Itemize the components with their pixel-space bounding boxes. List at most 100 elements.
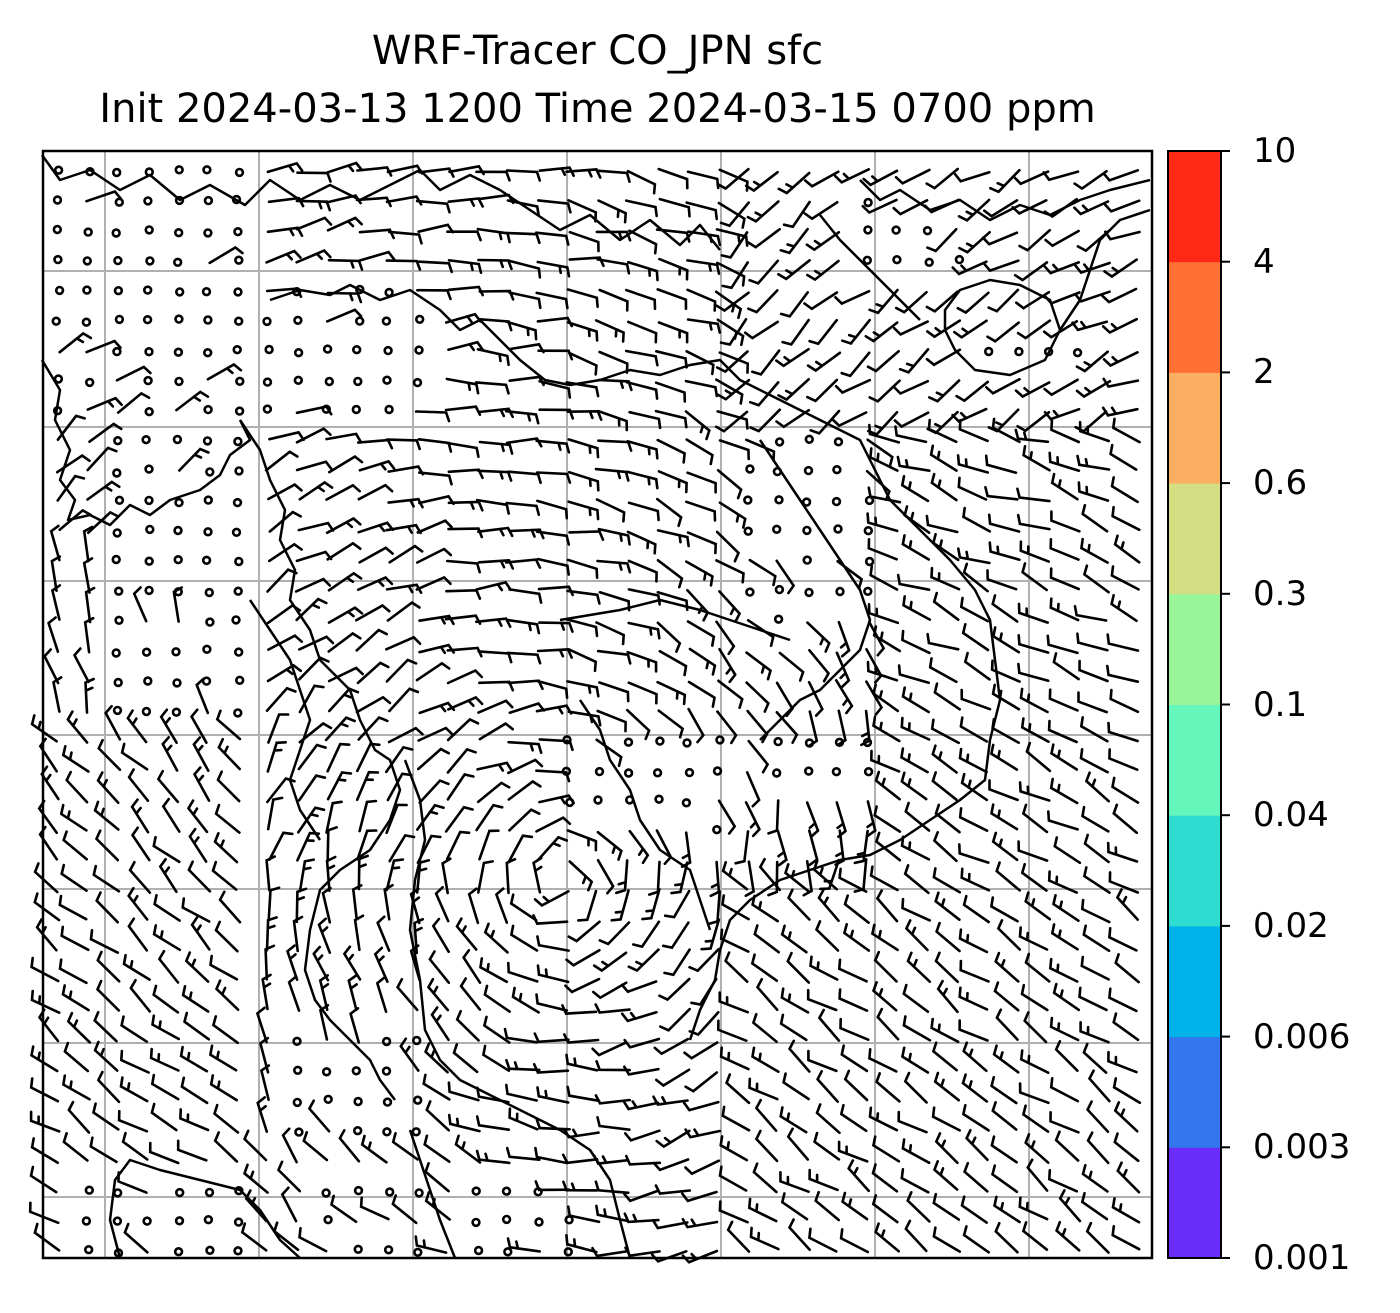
- wind-barb: [446, 669, 484, 685]
- wind-barb: [176, 1139, 208, 1162]
- coastline-segment: [688, 858, 841, 1041]
- wind-barb: [385, 259, 422, 271]
- wind-barb: [1016, 487, 1051, 503]
- map-title: WRF-Tracer CO_JPN sfc: [371, 28, 824, 74]
- calm-marker: [173, 554, 183, 565]
- wind-barb: [1049, 1016, 1080, 1042]
- wind-barb: [627, 681, 658, 705]
- wind-barb: [349, 1007, 361, 1044]
- wind-barb: [307, 1099, 331, 1133]
- wind-barb: [625, 708, 651, 741]
- wind-barb: [86, 510, 120, 535]
- wind-barb: [778, 651, 805, 682]
- calm-marker: [802, 555, 812, 565]
- wind-barb: [935, 921, 961, 953]
- wind-barb: [58, 894, 88, 921]
- wind-barb: [680, 831, 692, 868]
- wind-barb: [1026, 1158, 1049, 1192]
- wind-barb: [56, 414, 86, 441]
- wind-barb: [206, 362, 243, 381]
- calm-marker: [234, 647, 244, 657]
- calm-marker: [293, 375, 303, 385]
- wind-barb: [511, 986, 540, 1014]
- calm-marker: [82, 256, 93, 266]
- wind-barb: [622, 1100, 660, 1111]
- calm-marker: [145, 524, 155, 535]
- wind-barb: [67, 1100, 91, 1134]
- calm-marker: [85, 167, 95, 177]
- wind-barb: [483, 922, 509, 954]
- wind-barb: [481, 1044, 511, 1072]
- wind-barb: [993, 1195, 1021, 1224]
- colorbar-tick-label: 10: [1253, 131, 1297, 171]
- wind-barb: [1071, 320, 1109, 332]
- wind-barb: [623, 1065, 660, 1076]
- wind-barb: [923, 198, 961, 214]
- wind-barb: [752, 1162, 778, 1194]
- wind-barb: [503, 1027, 538, 1044]
- wind-barb: [926, 319, 962, 339]
- wind-barb: [150, 1102, 178, 1132]
- wind-barb: [566, 589, 601, 605]
- wind-barb: [328, 687, 360, 713]
- wind-barb: [953, 170, 991, 183]
- calm-marker: [234, 556, 244, 567]
- wind-barb: [893, 411, 930, 429]
- calm-marker: [82, 285, 92, 295]
- wind-barb: [1113, 1132, 1140, 1163]
- wind-barb: [685, 560, 714, 587]
- wind-barb: [58, 508, 92, 532]
- wind-barb: [1020, 983, 1049, 1012]
- wind-barb: [866, 800, 877, 838]
- calm-marker: [473, 1245, 484, 1256]
- wind-barb: [566, 1085, 601, 1103]
- wind-barb: [446, 747, 477, 774]
- wind-barb: [424, 1191, 451, 1221]
- wind-barb: [266, 568, 298, 593]
- map-frame: [41, 149, 1154, 1260]
- wind-barb: [267, 634, 303, 651]
- wind-barb: [594, 1180, 630, 1195]
- wind-barb: [568, 230, 600, 253]
- wind-barb: [1102, 351, 1139, 368]
- wind-barb: [1052, 894, 1080, 922]
- wind-barb: [92, 864, 121, 893]
- wind-barb: [359, 1196, 390, 1221]
- wind-barb: [508, 259, 542, 279]
- wind-barb: [987, 513, 1021, 533]
- wind-barb: [538, 166, 575, 177]
- wind-barb: [409, 887, 421, 925]
- wind-barb: [535, 816, 572, 833]
- calm-marker: [772, 466, 783, 477]
- wind-barb: [1042, 170, 1080, 182]
- wind-barb: [383, 883, 394, 921]
- wind-barb: [715, 350, 749, 374]
- wind-barb: [932, 1226, 962, 1253]
- calm-marker: [53, 165, 64, 175]
- wind-barb: [626, 530, 657, 555]
- wind-barb: [509, 893, 538, 922]
- wind-barb: [537, 835, 569, 861]
- calm-marker: [202, 165, 212, 175]
- wind-barb: [360, 1134, 388, 1164]
- wind-barb: [929, 444, 958, 472]
- calm-marker: [623, 768, 634, 778]
- calm-marker: [862, 737, 873, 748]
- calm-marker: [205, 617, 215, 627]
- colorbar-tick-label: 0.1: [1253, 684, 1308, 725]
- wind-barb: [754, 1129, 779, 1163]
- calm-marker: [293, 1065, 303, 1076]
- wind-barb: [94, 829, 120, 862]
- wind-barb: [190, 708, 208, 744]
- calm-marker: [1043, 347, 1054, 357]
- wind-barb: [777, 171, 811, 195]
- wind-barb: [748, 259, 780, 285]
- wind-barb: [295, 597, 328, 622]
- wind-barb: [837, 620, 851, 658]
- wind-barb: [1019, 1049, 1050, 1074]
- wind-barb: [992, 1044, 1020, 1074]
- wind-barb: [1050, 419, 1081, 444]
- wind-barb: [265, 916, 278, 952]
- wind-barb: [874, 1222, 900, 1253]
- wind-barb: [656, 621, 682, 653]
